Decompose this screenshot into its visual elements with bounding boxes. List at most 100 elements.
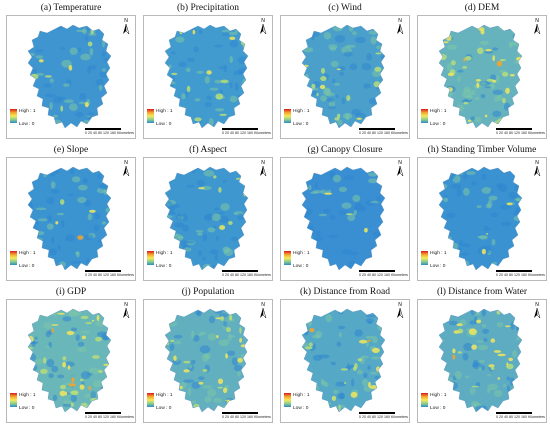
high-value-patch (368, 381, 371, 388)
texture-patch (355, 36, 366, 44)
high-value-patch (81, 335, 86, 340)
texture-patch (481, 309, 487, 317)
panel-title: (h) Standing Timber Volume (427, 145, 537, 155)
texture-patch (234, 82, 239, 91)
high-value-patch (462, 66, 467, 69)
texture-patch (320, 95, 327, 102)
texture-patch (442, 85, 448, 94)
high-value-patch (235, 409, 242, 411)
high-value-patch (504, 325, 511, 328)
high-value-patch (70, 402, 74, 407)
scale-bar-graphic (85, 412, 121, 414)
high-value-patch (62, 356, 67, 361)
high-value-patch (476, 82, 480, 88)
legend-high-label: High : 1 (156, 393, 173, 398)
region-fill (439, 25, 522, 128)
high-value-patch (62, 361, 67, 368)
high-value-patch (496, 60, 503, 67)
north-arrow-icon: N (121, 18, 131, 35)
texture-patch (51, 365, 59, 373)
texture-patch (342, 248, 352, 255)
texture-patch (46, 215, 52, 223)
texture-patch (512, 350, 518, 358)
texture-patch (366, 53, 372, 61)
texture-patch (478, 366, 482, 371)
high-value-patch (308, 342, 313, 347)
texture-patch (48, 373, 54, 379)
texture-patch (518, 384, 522, 389)
scale-bar-labels: 0 20 40 80 120 160 Kilometers (359, 273, 408, 277)
texture-patch (32, 172, 36, 177)
texture-patch (324, 382, 329, 388)
texture-patch (202, 385, 213, 389)
region-border (164, 166, 249, 271)
texture-patch (30, 309, 41, 315)
high-value-patch (319, 84, 326, 90)
texture-patch (493, 389, 503, 397)
texture-patch (219, 89, 223, 95)
north-arrow-icon: N (532, 302, 542, 319)
texture-patch (323, 188, 330, 192)
high-value-patch (217, 378, 224, 385)
texture-patch (194, 98, 201, 102)
texture-patch (492, 47, 499, 51)
texture-patch (199, 345, 211, 354)
high-value-patch (332, 395, 336, 401)
texture-patch (465, 94, 473, 101)
legend-high-label: High : 1 (430, 109, 447, 114)
texture-patch (487, 383, 498, 391)
north-arrow-icon: N (395, 302, 405, 319)
high-value-patch (456, 323, 463, 327)
texture-patch (485, 203, 491, 209)
texture-patch (28, 168, 36, 176)
texture-patch (313, 169, 322, 174)
texture-patch (77, 341, 85, 347)
texture-patch (77, 184, 88, 191)
texture-patch (478, 359, 485, 363)
scale-bar-labels: 0 20 40 80 120 160 Kilometers (222, 273, 271, 277)
texture-patch (176, 213, 183, 221)
legend-high-label: High : 1 (293, 109, 310, 114)
texture-patch (197, 232, 203, 236)
texture-patch (70, 394, 77, 403)
texture-patch (42, 83, 52, 88)
legend-color-ramp (421, 393, 428, 407)
texture-patch (320, 378, 325, 385)
texture-patch (42, 309, 46, 315)
map-frame: N High : 1 Low : 0 0 20 40 80 120 160 Kilom… (417, 157, 547, 281)
texture-patch (343, 175, 354, 181)
texture-patch (362, 378, 369, 387)
legend-low-label: Low : 0 (293, 406, 309, 411)
texture-patch (370, 36, 377, 45)
high-value-patch (229, 36, 236, 40)
texture-patch (165, 93, 168, 101)
legend-low-label: Low : 0 (19, 264, 35, 269)
texture-patch (490, 212, 499, 218)
texture-patch (352, 194, 361, 202)
legend-color-ramp (147, 393, 154, 407)
map-frame: N High : 1 Low : 0 0 20 40 80 120 160 Kilom… (417, 15, 547, 139)
texture-patch (242, 78, 248, 87)
high-value-patch (367, 339, 372, 342)
region-border (164, 308, 249, 413)
high-value-patch (499, 59, 507, 62)
high-value-patch (504, 121, 508, 126)
texture-patch (28, 91, 32, 99)
texture-patch (511, 119, 520, 127)
texture-patch (36, 311, 42, 318)
high-value-patch (502, 97, 506, 104)
map-frame: N High : 1 Low : 0 0 20 40 80 120 160 Kilom… (143, 299, 273, 423)
texture-patch (183, 379, 195, 383)
high-value-patch (194, 117, 202, 122)
legend: High : 1 Low : 0 (147, 109, 187, 131)
panel-title: (l) Distance from Water (436, 287, 528, 297)
texture-patch (517, 28, 522, 32)
high-value-patch (90, 397, 98, 402)
texture-patch (484, 50, 493, 54)
high-value-patch (344, 381, 347, 385)
high-value-patch (225, 353, 228, 359)
high-value-patch (95, 337, 102, 342)
map-frame: N High : 1 Low : 0 0 20 40 80 120 160 Kilom… (6, 157, 136, 281)
texture-patch (195, 230, 204, 233)
texture-patch (469, 320, 477, 325)
